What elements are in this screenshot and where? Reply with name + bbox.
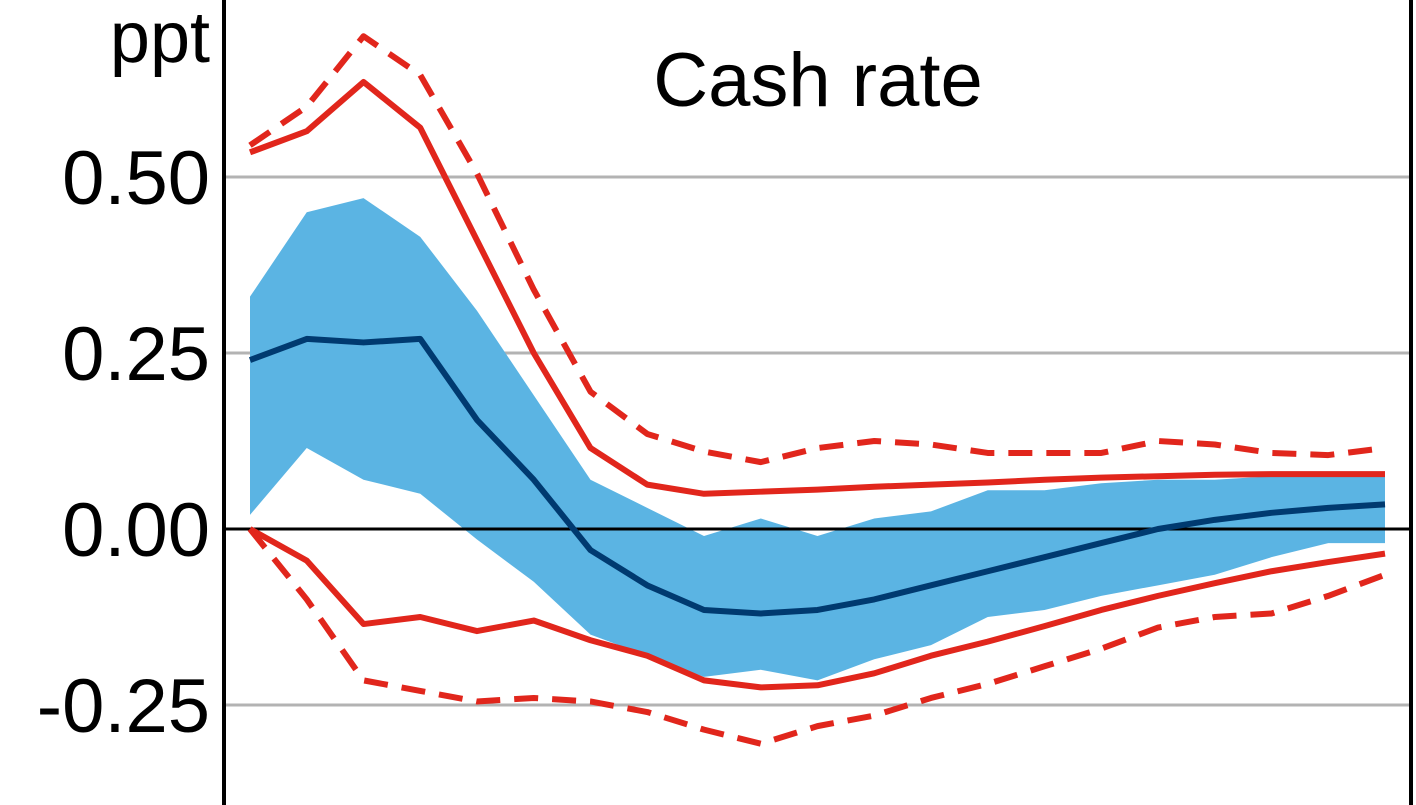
red-upper-solid-line: [248, 78, 1385, 497]
y-tick-label: 0.50: [62, 136, 210, 221]
red-lower-dashed-line: [247, 527, 1387, 747]
uncertainty-band: [250, 198, 1385, 681]
y-axis-unit-label: ppt: [110, 0, 210, 78]
band-area: [250, 198, 1385, 681]
series-lines: [247, 33, 1387, 747]
chart-title: Cash rate: [653, 38, 983, 123]
y-tick-labels: -0.25 0.00 0.25 0.50: [37, 136, 210, 749]
median-line: [248, 335, 1386, 617]
red-lower-solid-line: [248, 526, 1386, 691]
y-tick-label: -0.25: [37, 664, 210, 749]
y-tick-label: 0.00: [62, 488, 210, 573]
y-tick-label: 0.25: [62, 312, 210, 397]
